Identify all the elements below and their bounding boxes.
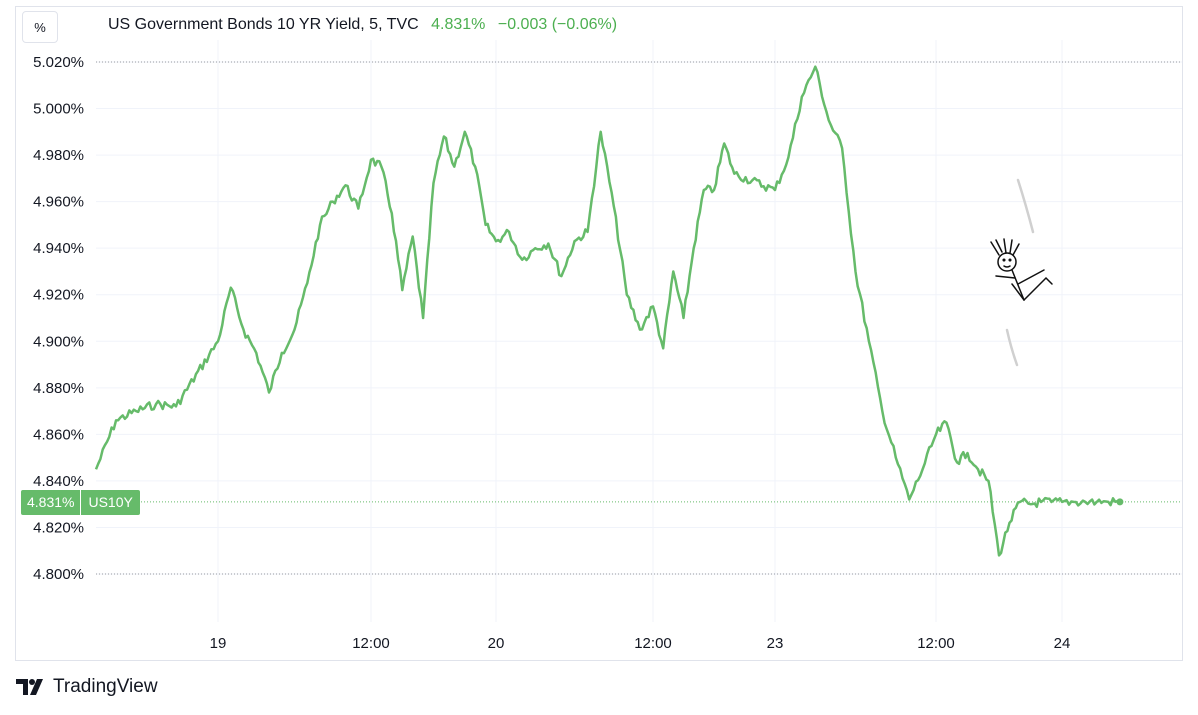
chart-legend: US Government Bonds 10 YR Yield, 5, TVC …	[108, 14, 617, 36]
x-tick-label: 24	[1054, 635, 1071, 652]
legend-title: US Government Bonds 10 YR Yield, 5, TVC	[108, 16, 419, 33]
x-tick-label: 12:00	[917, 635, 955, 652]
y-tick-label: 5.000%	[33, 101, 84, 118]
y-tick-label: 4.900%	[33, 333, 84, 350]
tradingview-logo-icon	[16, 679, 43, 695]
x-tick-label: 12:00	[634, 635, 672, 652]
stick-figure-doodle-icon	[990, 178, 1053, 367]
last-price-badge: 4.831% US10Y	[21, 490, 140, 515]
y-tick-label: 4.800%	[33, 566, 84, 583]
legend-last-value: 4.831%	[431, 16, 486, 33]
x-tick-label: 23	[767, 635, 784, 652]
brand-name: TradingView	[53, 676, 158, 697]
y-tick-label: 4.820%	[33, 519, 84, 536]
last-price-marker	[1116, 498, 1124, 506]
last-price-label: 4.831%	[21, 490, 81, 515]
symbol-label: US10Y	[81, 490, 140, 515]
series-line-us10y	[94, 65, 1121, 557]
grid	[96, 40, 1182, 622]
unit-toggle-button[interactable]: %	[22, 11, 58, 43]
y-tick-label: 4.840%	[33, 473, 84, 490]
y-tick-label: 4.960%	[33, 194, 84, 211]
y-tick-label: 4.980%	[33, 147, 84, 164]
x-axis: 19 12:00 20 12:00 23 12:00 24	[210, 635, 1071, 652]
x-tick-label: 20	[488, 635, 505, 652]
y-tick-label: 4.880%	[33, 380, 84, 397]
y-tick-label: 4.860%	[33, 426, 84, 443]
x-tick-label: 12:00	[352, 635, 390, 652]
x-tick-label: 19	[210, 635, 227, 652]
y-tick-label: 4.920%	[33, 287, 84, 304]
y-tick-label: 5.020%	[33, 54, 84, 71]
y-tick-label: 4.940%	[33, 240, 84, 257]
chart-frame	[15, 6, 1183, 661]
legend-change: −0.003 (−0.06%)	[497, 16, 618, 33]
y-axis: 5.020% 5.000% 4.980% 4.960% 4.940% 4.920% 4.90…	[33, 54, 84, 583]
tradingview-brand[interactable]: TradingView	[16, 676, 158, 698]
reference-lines	[96, 61, 1182, 575]
